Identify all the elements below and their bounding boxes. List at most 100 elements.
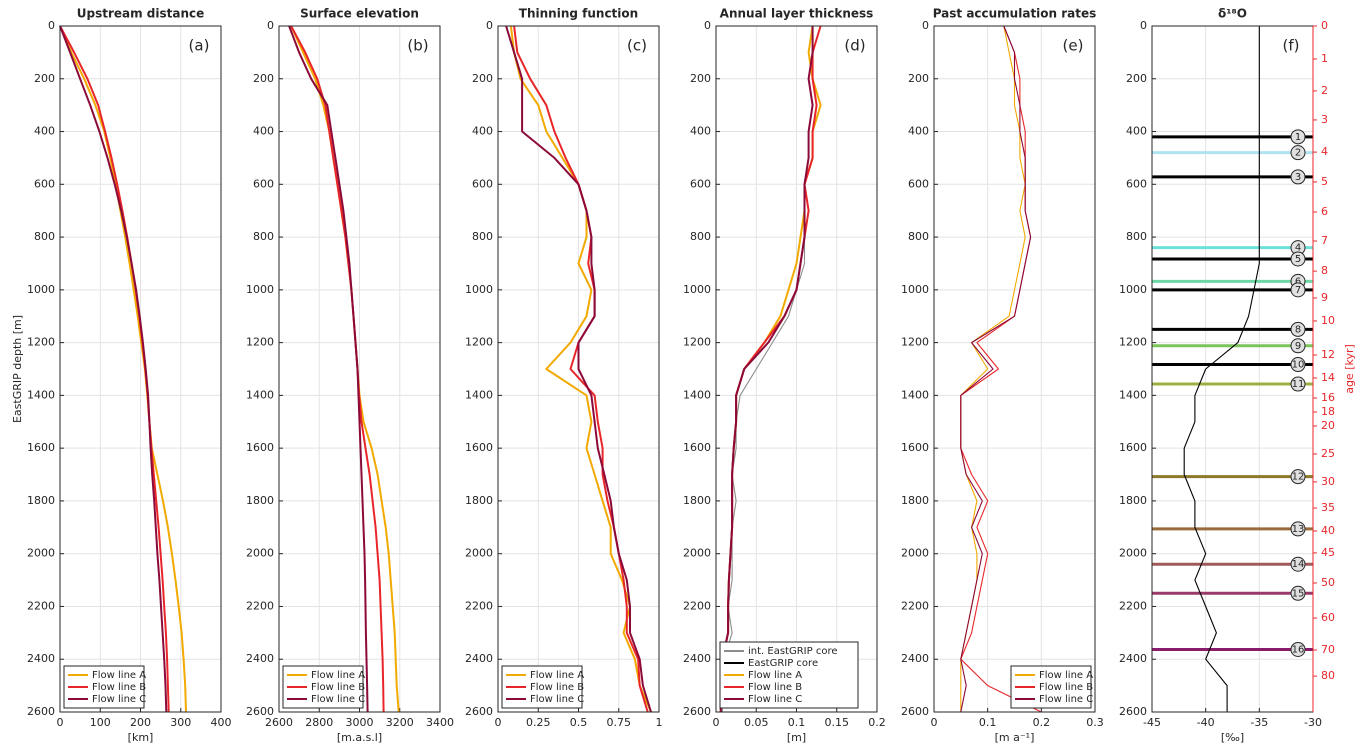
event-marker [1290, 169, 1306, 185]
y-tick-label: 2400 [246, 652, 274, 665]
x-tick-label: 3400 [426, 716, 454, 729]
y-tick-label: 400 [472, 125, 493, 138]
event-marker [1290, 282, 1306, 298]
event-marker [1290, 338, 1306, 354]
y2-tick-label: 40 [1321, 524, 1335, 537]
event-marker [1290, 321, 1306, 337]
y-tick-label: 800 [1126, 230, 1147, 243]
y-tick-label: 2400 [901, 652, 929, 665]
legend-label: Flow line A [1039, 670, 1093, 681]
y-tick-label: 1800 [27, 494, 55, 507]
y-tick-label: 0 [922, 19, 929, 32]
y2-tick-label: 8 [1321, 264, 1328, 277]
x-tick-label: 0.3 [1086, 716, 1104, 729]
event-label: 12 [1292, 472, 1305, 483]
y-tick-label: 1400 [465, 388, 493, 401]
y2-tick-label: 12 [1321, 348, 1335, 361]
panel-label: (c) [627, 37, 647, 55]
x-tick-label: 300 [170, 716, 191, 729]
y-tick-label: 400 [690, 125, 711, 138]
x-tick-label: -30 [1304, 716, 1322, 729]
y-tick-label: 2400 [27, 652, 55, 665]
y-tick-label: 400 [253, 125, 274, 138]
y-tick-label: 2000 [465, 547, 493, 560]
y-tick-label: 0 [486, 19, 493, 32]
legend-label: Flow line C [748, 694, 802, 705]
y-tick-label: 2200 [683, 599, 711, 612]
y-tick-label: 600 [690, 177, 711, 190]
x-tick-label: 0.2 [868, 716, 886, 729]
y-tick-label: 2000 [683, 547, 711, 560]
event-label: 11 [1292, 379, 1305, 390]
panel: 0 0.05 0.1 0.15 0.2 0 200 400 600 800 1000 1200 1400… [683, 7, 886, 745]
y2-tick-label: 25 [1321, 447, 1335, 460]
y-tick-label: 1000 [901, 283, 929, 296]
x-tick-label: 0.75 [607, 716, 632, 729]
y2-tick-label: 20 [1321, 419, 1335, 432]
y-tick-label: 400 [908, 125, 929, 138]
event-label: 3 [1295, 172, 1301, 183]
panel-label: (e) [1063, 37, 1084, 55]
y-tick-label: 1600 [683, 441, 711, 454]
event-marker [1290, 251, 1306, 267]
y-tick-label: 2000 [27, 547, 55, 560]
y-tick-label: 1000 [246, 283, 274, 296]
y-tick-label: 2000 [1119, 547, 1147, 560]
y-tick-label: 1000 [27, 283, 55, 296]
y-axis-label: EastGRIP depth [m] [11, 315, 24, 423]
y2-tick-label: 70 [1321, 643, 1335, 656]
x-tick-label: -40 [1197, 716, 1215, 729]
event-label: 16 [1292, 644, 1305, 655]
y-tick-label: 1200 [27, 336, 55, 349]
y-tick-label: 200 [1126, 72, 1147, 85]
event-marker [1290, 469, 1306, 485]
x-tick-label: -45 [1143, 716, 1161, 729]
series-line [719, 25, 822, 712]
legend-label: Flow line A [530, 670, 584, 681]
event-label: 1 [1295, 132, 1301, 143]
y-tick-label: 2600 [465, 705, 493, 718]
series-line [720, 25, 822, 712]
event-marker [1290, 641, 1306, 657]
y-tick-label: 1000 [465, 283, 493, 296]
series-line [59, 25, 170, 713]
y-tick-label: 1800 [465, 494, 493, 507]
y-tick-label: 600 [1126, 177, 1147, 190]
series-line [288, 25, 369, 713]
x-tick-label: 0 [495, 716, 502, 729]
x-tick-label: 0 [713, 716, 720, 729]
y-tick-label: 1200 [465, 336, 493, 349]
series-line [1183, 26, 1260, 712]
y2-tick-label: 6 [1321, 205, 1328, 218]
y-tick-label: 2200 [465, 599, 493, 612]
plot-frame [715, 25, 878, 713]
y2-tick-label: 80 [1321, 669, 1335, 682]
y-tick-label: 800 [908, 230, 929, 243]
x-tick-label: 400 [211, 716, 232, 729]
y2-tick-label: 45 [1321, 546, 1335, 559]
event-marker [1290, 556, 1306, 572]
panel: 0 100 200 300 400 0 200 400 600 800 1000 1200 1400 16… [11, 7, 232, 745]
event-label: 5 [1295, 254, 1301, 265]
x-tick-label: 3000 [346, 716, 374, 729]
plot-frame [278, 25, 441, 713]
panel-title: δ¹⁸O [1218, 7, 1247, 21]
legend-label: Flow line B [748, 682, 802, 693]
series-line [505, 25, 652, 713]
panel-title: Surface elevation [300, 7, 419, 21]
y2-tick-label: 50 [1321, 576, 1335, 589]
y-tick-label: 1800 [246, 494, 274, 507]
x-tick-label: 0.1 [979, 716, 997, 729]
plot-frame [933, 25, 1096, 713]
x-tick-label: -35 [1250, 716, 1268, 729]
y2-tick-label: 9 [1321, 291, 1328, 304]
legend-label: Flow line B [1039, 682, 1093, 693]
panel: 2600 2800 3000 3200 3400 0 200 400 600 800 1000 120… [246, 7, 454, 745]
y-tick-label: 1600 [246, 441, 274, 454]
series-line [290, 25, 385, 713]
y-tick-label: 800 [690, 230, 711, 243]
plot-frame [497, 25, 660, 713]
